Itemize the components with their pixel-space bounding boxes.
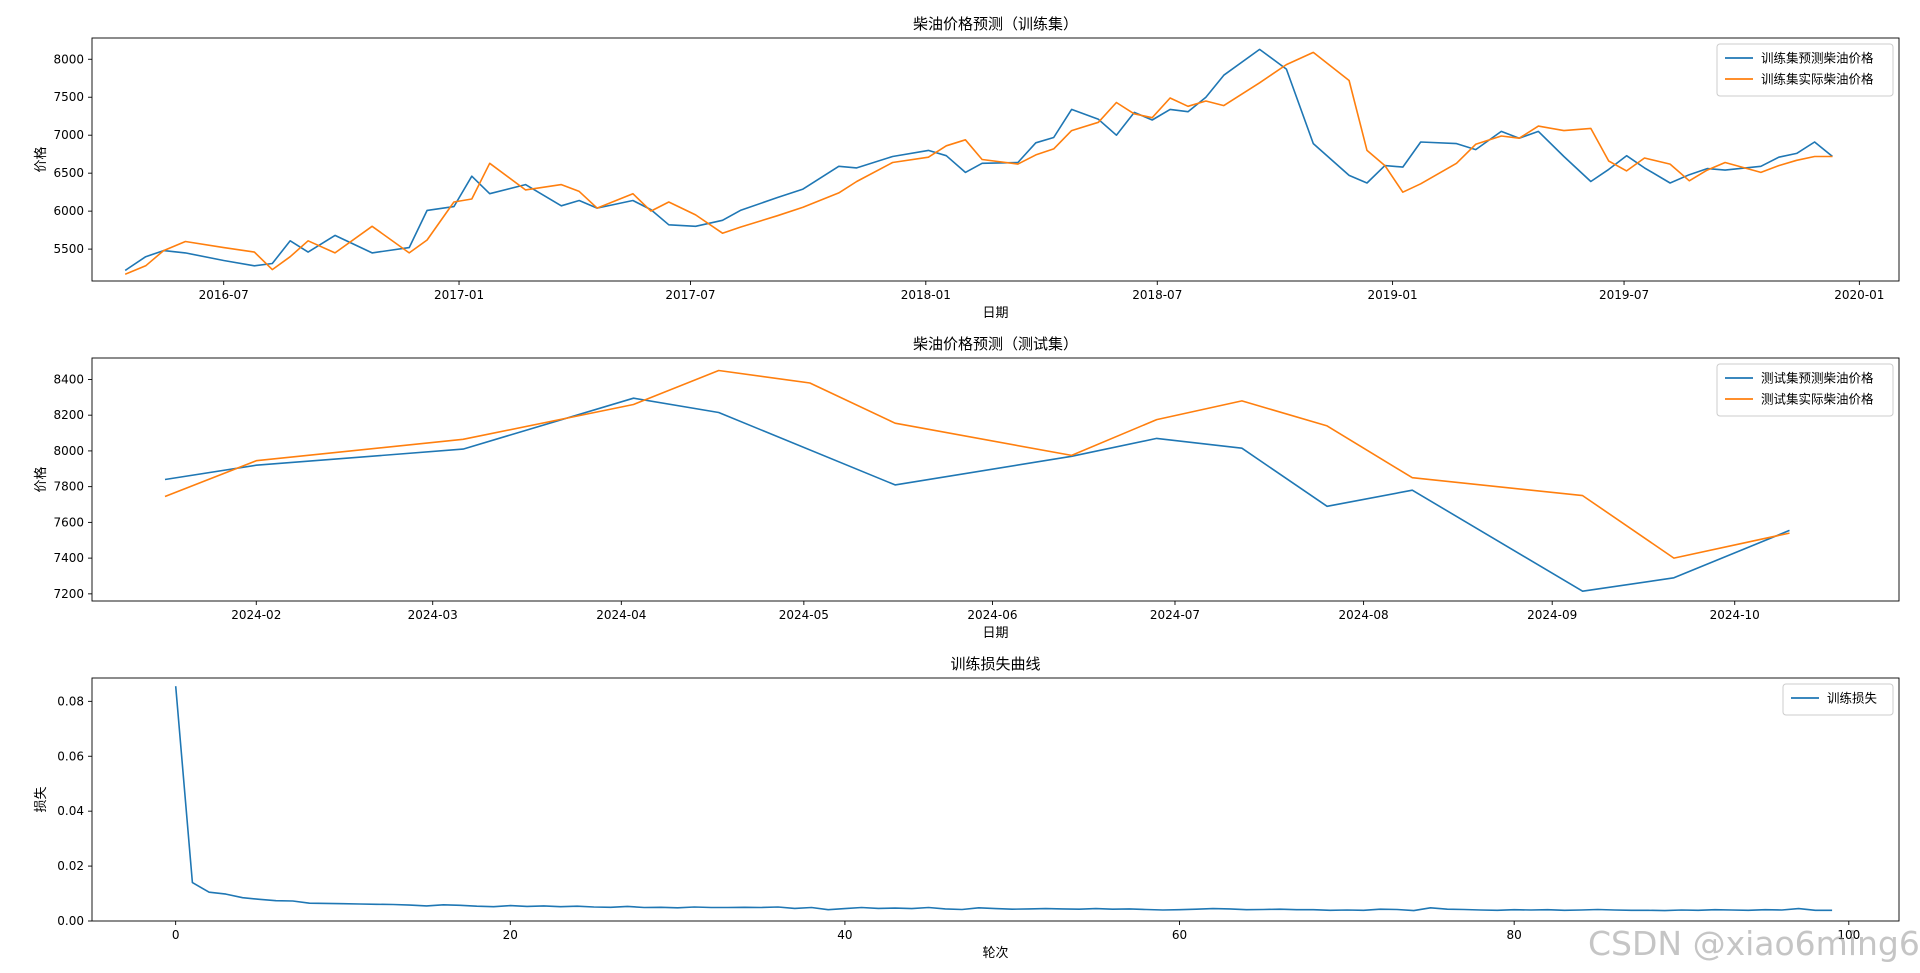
legend-label: 测试集实际柴油价格	[1761, 392, 1874, 407]
legend-label: 训练集实际柴油价格	[1761, 72, 1874, 87]
y-tick-label: 7800	[53, 480, 84, 494]
y-tick-label: 0.06	[57, 749, 84, 763]
plot-frame	[91, 357, 1900, 602]
x-tick-label: 2017-07	[665, 288, 715, 302]
legend-label: 测试集预测柴油价格	[1761, 371, 1874, 386]
x-tick-label: 100	[1837, 928, 1860, 942]
y-tick-label: 7400	[53, 551, 84, 565]
y-tick-label: 5500	[53, 242, 84, 256]
y-axis-label: 价格	[33, 146, 49, 172]
x-tick-label: 2024-09	[1527, 608, 1577, 622]
x-tick-label: 2017-01	[434, 288, 484, 302]
y-tick-label: 7000	[53, 128, 84, 142]
x-tick-label: 2024-05	[779, 608, 829, 622]
y-axis-label: 价格	[33, 466, 49, 492]
y-tick-label: 0.00	[57, 914, 84, 928]
x-tick-label: 2020-01	[1834, 288, 1884, 302]
legend: 训练损失	[1782, 683, 1894, 716]
y-tick-label: 6000	[53, 204, 84, 218]
x-axis-label: 日期	[982, 626, 1008, 641]
y-tick-label: 7200	[53, 587, 84, 601]
x-tick-label: 2016-07	[199, 288, 249, 302]
legend-box	[1716, 363, 1894, 417]
legend-label: 训练集预测柴油价格	[1761, 51, 1874, 66]
legend-label: 训练损失	[1827, 691, 1878, 706]
y-tick-label: 6500	[53, 166, 84, 180]
x-tick-label: 2024-03	[408, 608, 458, 622]
y-tick-label: 8000	[53, 444, 84, 458]
series-line-1	[164, 397, 1790, 593]
x-tick-label: 2024-02	[231, 608, 281, 622]
y-axis-label: 损失	[34, 786, 49, 812]
x-tick-label: 2019-01	[1368, 288, 1418, 302]
series-line-2	[164, 369, 1790, 559]
watermark: CSDN @xiao6ming6	[1588, 924, 1920, 963]
y-tick-label: 0.08	[57, 694, 84, 708]
x-tick-label: 20	[503, 928, 518, 942]
y-tick-label: 0.04	[57, 804, 84, 818]
x-tick-label: 2018-07	[1132, 288, 1182, 302]
y-tick-label: 8400	[53, 372, 84, 386]
x-tick-label: 2024-07	[1150, 608, 1200, 622]
chart-title: 柴油价格预测（训练集）	[913, 15, 1078, 33]
plot-frame	[91, 37, 1900, 282]
chart-panel-1: 2016-07 2017-01 2017-07 2018-01 2018-07 2019-…	[33, 15, 1900, 321]
legend-box	[1716, 43, 1894, 97]
y-tick-label: 8000	[53, 52, 84, 66]
x-tick-label: 2019-07	[1599, 288, 1649, 302]
chart-panel-2: 2024-02 2024-03 2024-04 2024-05 2024-06 2024-…	[33, 335, 1900, 641]
x-tick-label: 80	[1507, 928, 1522, 942]
series-line-1	[124, 48, 1834, 272]
series-line-2	[124, 51, 1833, 275]
chart-title: 训练损失曲线	[950, 655, 1040, 673]
x-tick-label: 2024-10	[1710, 608, 1760, 622]
y-tick-label: 0.02	[57, 859, 84, 873]
plot-frame	[91, 677, 1900, 922]
chart-panel-3: 0 20 40 60 80 100 0.00 0.02 0.04 0.06 0.08 训练损失曲线轮次…	[34, 655, 1900, 961]
x-tick-label: 40	[837, 928, 852, 942]
x-axis-label: 日期	[982, 306, 1008, 321]
y-tick-label: 7500	[53, 90, 84, 104]
series-line-1	[174, 686, 1833, 912]
x-tick-label: 2024-08	[1339, 608, 1389, 622]
x-tick-label: 60	[1172, 928, 1187, 942]
x-tick-label: 2024-06	[967, 608, 1017, 622]
y-tick-label: 8200	[53, 408, 84, 422]
x-axis-label: 轮次	[982, 945, 1008, 961]
x-tick-label: 0	[172, 928, 180, 942]
legend-box	[1782, 683, 1894, 716]
y-tick-label: 7600	[53, 515, 84, 529]
x-tick-label: 2024-04	[596, 608, 646, 622]
chart-title: 柴油价格预测（测试集）	[913, 335, 1078, 353]
x-tick-label: 2018-01	[901, 288, 951, 302]
